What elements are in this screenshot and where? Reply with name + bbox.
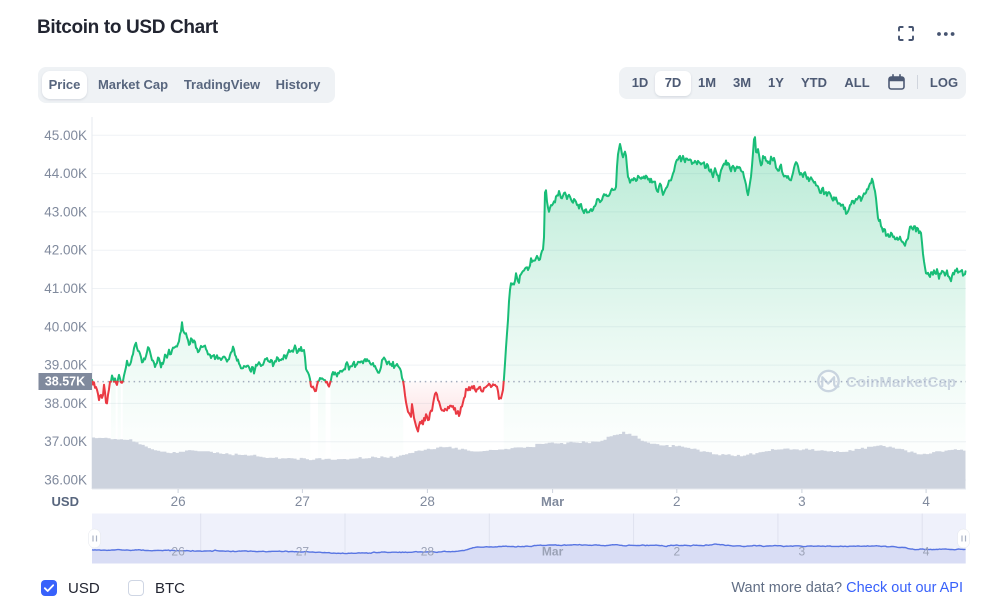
svg-text:40.00K: 40.00K (44, 319, 87, 334)
svg-text:42.00K: 42.00K (44, 243, 87, 258)
svg-text:2: 2 (673, 545, 680, 559)
svg-text:Mar: Mar (541, 494, 564, 509)
svg-text:39.00K: 39.00K (44, 358, 87, 373)
svg-text:28: 28 (421, 545, 435, 559)
svg-text:CoinMarketCap: CoinMarketCap (846, 374, 956, 391)
svg-text:28: 28 (420, 494, 435, 509)
svg-text:3: 3 (799, 545, 806, 559)
svg-text:27: 27 (295, 494, 310, 509)
svg-text:2: 2 (673, 494, 681, 509)
svg-text:36.00K: 36.00K (44, 473, 87, 488)
svg-text:4: 4 (923, 545, 930, 559)
svg-text:45.00K: 45.00K (44, 128, 87, 143)
svg-text:27: 27 (296, 545, 310, 559)
svg-text:38.57K: 38.57K (45, 375, 85, 389)
svg-text:43.00K: 43.00K (44, 204, 87, 219)
svg-text:41.00K: 41.00K (44, 281, 87, 296)
svg-text:USD: USD (52, 494, 79, 509)
svg-text:38.00K: 38.00K (44, 396, 87, 411)
svg-text:4: 4 (922, 494, 930, 509)
svg-text:26: 26 (171, 494, 186, 509)
svg-text:26: 26 (171, 545, 185, 559)
svg-text:3: 3 (798, 494, 806, 509)
svg-text:Mar: Mar (542, 545, 564, 559)
svg-text:37.00K: 37.00K (44, 434, 87, 449)
svg-text:44.00K: 44.00K (44, 166, 87, 181)
